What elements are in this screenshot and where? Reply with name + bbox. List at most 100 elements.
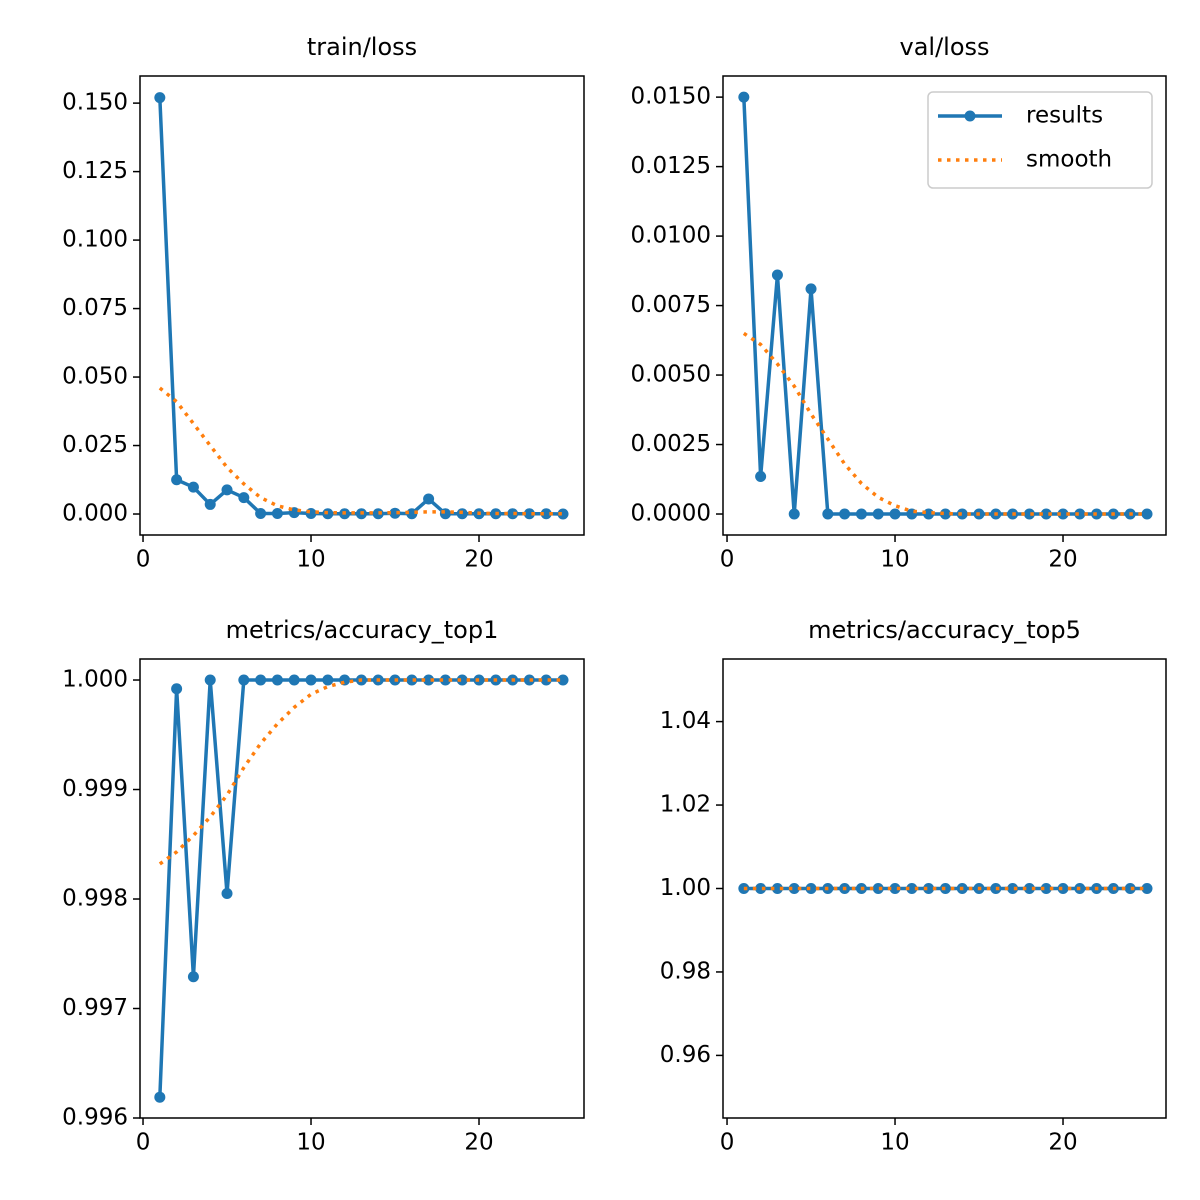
point: [372, 508, 384, 520]
point: [221, 888, 233, 900]
y-tick-label: 0.075: [62, 295, 128, 321]
y-tick-label: 0.100: [62, 227, 128, 253]
point: [889, 883, 901, 894]
point: [523, 508, 535, 520]
point: [221, 484, 233, 496]
subplot-title: metrics/accuracy_top5: [808, 616, 1081, 644]
point: [1124, 883, 1136, 894]
point: [523, 674, 535, 686]
point: [255, 674, 267, 686]
point: [271, 507, 283, 519]
x-tick-label: 20: [1048, 547, 1077, 573]
y-tick-label: 0.0000: [631, 501, 711, 527]
y-tick-label: 0.998: [62, 886, 128, 912]
x-tick-label: 20: [464, 547, 493, 573]
point: [939, 883, 951, 894]
point: [406, 674, 418, 686]
point: [322, 674, 334, 686]
x-tick-label: 10: [880, 1130, 909, 1156]
y-tick-label: 0.025: [62, 432, 128, 458]
series-line: [158, 97, 564, 516]
point: [171, 683, 183, 695]
point: [305, 507, 317, 519]
point: [288, 674, 300, 686]
point: [204, 498, 216, 510]
y-tick-label: 1.04: [660, 708, 711, 734]
point: [738, 91, 750, 103]
point: [771, 883, 783, 894]
point: [872, 508, 884, 520]
point: [1141, 508, 1153, 520]
legend-label: results: [1026, 103, 1103, 129]
point: [187, 971, 199, 983]
point: [439, 674, 451, 686]
y-tick-label: 0.0100: [631, 223, 711, 249]
point: [389, 507, 401, 519]
point: [271, 674, 283, 686]
point: [822, 508, 834, 520]
point: [872, 883, 884, 894]
point: [771, 269, 783, 281]
point: [1040, 508, 1052, 520]
point: [204, 674, 216, 686]
subplot-title: metrics/accuracy_top1: [226, 616, 499, 644]
point: [755, 883, 767, 894]
y-tick-label: 0.000: [62, 501, 128, 527]
y-tick-label: 0.0025: [631, 431, 711, 457]
point: [1057, 883, 1069, 894]
point: [238, 674, 250, 686]
axes-frame: [722, 75, 1167, 536]
x-tick-label: 10: [296, 1130, 325, 1156]
point: [1023, 508, 1035, 520]
point: [1141, 883, 1153, 894]
x-tick-label: 20: [1048, 1130, 1077, 1156]
point: [939, 508, 951, 520]
point: [889, 508, 901, 520]
y-tick-label: 0.0125: [631, 153, 711, 179]
subplot-title: train/loss: [307, 33, 417, 61]
point: [540, 674, 552, 686]
legend-marker: [964, 110, 976, 122]
point: [255, 507, 267, 519]
point: [423, 493, 435, 505]
smooth-line: [158, 386, 564, 516]
point: [1040, 883, 1052, 894]
point: [805, 283, 817, 295]
y-tick-label: 1.000: [62, 667, 128, 693]
point: [788, 508, 800, 520]
point: [423, 674, 435, 686]
axes-frame: [139, 658, 585, 1119]
point: [855, 508, 867, 520]
point: [557, 674, 569, 686]
y-tick-label: 0.0150: [631, 84, 711, 110]
x-tick-label: 0: [720, 547, 735, 573]
axes-frame: [139, 75, 585, 536]
point: [154, 92, 166, 104]
point: [557, 508, 569, 520]
y-tick-label: 0.96: [660, 1042, 711, 1068]
point: [923, 883, 935, 894]
point: [238, 492, 250, 504]
point: [906, 883, 918, 894]
point: [540, 508, 552, 520]
x-tick-label: 0: [136, 547, 151, 573]
point: [755, 470, 767, 482]
legend-label: smooth: [1026, 147, 1112, 173]
point: [990, 883, 1002, 894]
y-tick-label: 0.125: [62, 158, 128, 184]
x-tick-label: 10: [880, 547, 909, 573]
point: [1057, 508, 1069, 520]
y-tick-label: 1.00: [660, 875, 711, 901]
smooth-line: [158, 678, 564, 866]
x-tick-label: 0: [720, 1130, 735, 1156]
y-tick-label: 0.0075: [631, 292, 711, 318]
point: [956, 508, 968, 520]
point: [1074, 508, 1086, 520]
point: [187, 481, 199, 493]
series-line: [158, 678, 564, 1098]
point: [439, 508, 451, 520]
x-tick-label: 20: [464, 1130, 493, 1156]
x-tick-label: 0: [136, 1130, 151, 1156]
point: [839, 508, 851, 520]
